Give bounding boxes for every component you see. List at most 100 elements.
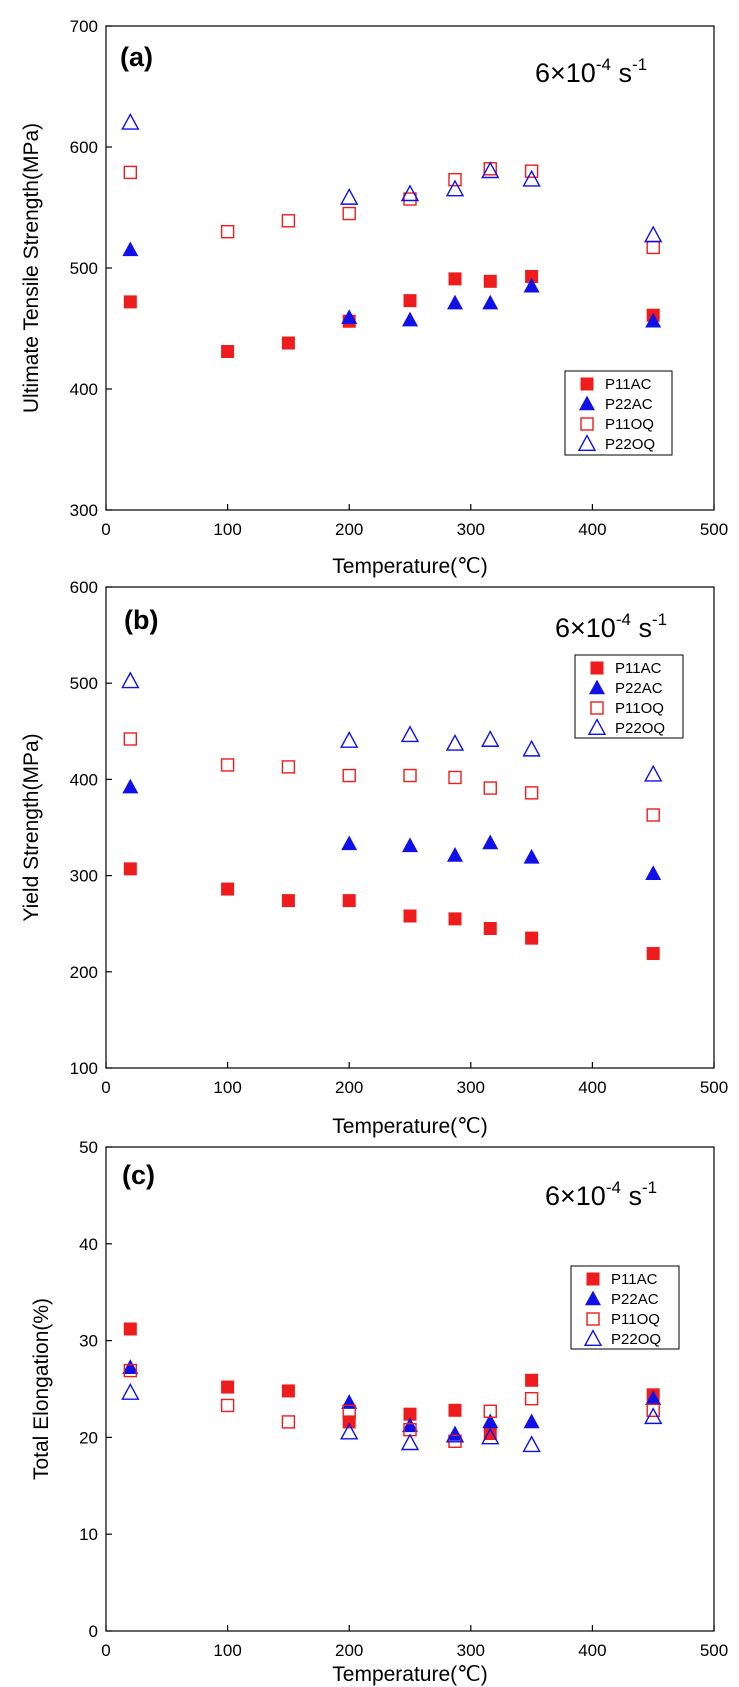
series-p11oq (123, 162, 660, 255)
data-point-p11oq (483, 162, 497, 176)
y-tick-label: 30 (79, 1332, 98, 1351)
x-tick-label: 200 (335, 1641, 363, 1660)
data-point-p22ac (645, 865, 662, 880)
data-point-p22oq (121, 112, 140, 130)
x-tick-label: 400 (578, 520, 606, 539)
strain-rate-unit-exponent: -1 (642, 1178, 657, 1197)
strain-rate-exponent: -4 (606, 1178, 621, 1197)
data-point-p22ac (482, 1413, 499, 1429)
data-point-p11ac (525, 931, 539, 945)
data-point-p22oq (340, 187, 359, 205)
data-point-p11ac (483, 922, 497, 936)
data-point-p11ac (525, 1373, 539, 1387)
x-axis-title: Temperature(℃) (332, 1115, 487, 1138)
strain-rate-label: 6×10-4 s-1 (535, 55, 647, 88)
data-point-p22ac (482, 834, 499, 850)
y-tick-label: 300 (70, 501, 98, 520)
data-point-p11oq (123, 732, 138, 746)
legend-label-p22ac: P22AC (615, 680, 663, 697)
legend-label-p11ac: P11AC (611, 1271, 658, 1288)
data-point-p22ac (341, 835, 358, 851)
strain-rate-label: 6×10-4 s-1 (545, 1178, 657, 1211)
data-point-p22ac (402, 311, 418, 327)
data-point-p11oq (524, 1391, 539, 1406)
y-tick-label: 50 (79, 1138, 98, 1157)
data-point-p22ac (446, 846, 463, 862)
x-tick-label: 300 (457, 1641, 485, 1660)
y-tick-label: 400 (70, 380, 98, 399)
strain-rate-exponent: -4 (596, 55, 611, 74)
data-point-p11ac (123, 862, 137, 876)
data-point-p11oq (220, 758, 235, 772)
data-point-p22oq (481, 161, 500, 179)
data-point-p11oq (403, 192, 417, 206)
data-point-p22ac (523, 1413, 540, 1429)
data-point-p11ac (221, 1380, 235, 1394)
data-point-p11ac (403, 1407, 417, 1421)
legend-marker-p22oq (583, 1329, 603, 1347)
x-tick-label: 100 (213, 520, 241, 539)
data-point-p22ac (402, 1417, 418, 1433)
data-point-p11ac (403, 294, 417, 308)
data-point-p22oq (644, 1407, 663, 1425)
y-tick-label: 100 (70, 1059, 98, 1078)
plot-frame (105, 1146, 715, 1632)
legend-marker-p22ac (579, 395, 595, 411)
data-point-p22ac (645, 312, 662, 328)
series-p22oq (121, 112, 663, 243)
data-point-p11ac (221, 344, 235, 358)
legend-label-p11oq: P11OQ (615, 700, 664, 717)
y-tick-label: 0 (89, 1622, 98, 1641)
data-point-p11ac (483, 1427, 497, 1441)
data-point-p22oq (644, 764, 663, 782)
x-axis-title: Temperature(℃) (332, 555, 487, 578)
data-point-p22ac (341, 309, 358, 324)
legend-label-p11oq: P11OQ (611, 1311, 660, 1328)
chart-panel-3: 0 100 200 300 400 500 0 10 20 30 40 50 Temperature(℃… (30, 1138, 728, 1686)
panel-label: (a) (120, 42, 153, 72)
strain-rate-unit-exponent: -1 (632, 55, 647, 74)
series-p22oq (121, 671, 663, 782)
data-point-p11oq (646, 1403, 660, 1417)
x-tick-label: 400 (578, 1078, 606, 1097)
data-point-p22oq (400, 184, 420, 202)
strain-rate-label: 6×10-4 s-1 (555, 610, 667, 643)
chart-panel-2: 0 100 200 300 400 500100200300400500600Temper… (20, 578, 728, 1138)
x-tick-label: 500 (700, 1641, 728, 1660)
data-point-p11ac (448, 1403, 462, 1417)
series-p22ac (122, 778, 662, 880)
data-point-p11ac (123, 295, 137, 309)
data-point-p11oq (403, 768, 417, 783)
data-point-p22oq (121, 1383, 140, 1400)
series-p11ac (123, 862, 660, 961)
data-point-p11oq (281, 214, 296, 228)
data-point-p22oq (522, 739, 541, 757)
x-tick-label: 0 (101, 1641, 110, 1660)
legend-marker-p11oq (586, 1312, 600, 1326)
data-point-p11oq (342, 206, 356, 221)
series-p22oq (121, 1383, 663, 1453)
data-point-p22oq (400, 725, 420, 743)
data-point-p22oq (400, 1433, 420, 1451)
y-tick-label: 500 (70, 674, 98, 693)
data-point-p22ac (122, 1359, 139, 1375)
data-point-p11oq (448, 172, 462, 187)
legend-marker-p11ac (586, 1272, 600, 1286)
data-point-p11ac (483, 274, 497, 288)
legend-marker-p22ac (589, 679, 605, 695)
legend-label-p22oq: P22OQ (605, 436, 655, 453)
data-point-p11oq (123, 1363, 138, 1378)
legend-marker-p22oq (577, 434, 597, 451)
data-point-p22ac (446, 1426, 463, 1441)
chart-panel-1: 0 100 200 300 400 500 300 400 500 600 700 Temperatu… (20, 17, 728, 578)
data-point-p11oq (342, 1404, 356, 1418)
data-point-p22ac (645, 1390, 662, 1405)
data-point-p11ac (403, 909, 417, 923)
x-tick-label: 300 (457, 1078, 485, 1097)
strain-rate-unit: s (631, 613, 652, 643)
series-p11ac (123, 1322, 660, 1441)
x-tick-label: 500 (700, 520, 728, 539)
y-tick-label: 20 (79, 1428, 98, 1447)
data-point-p11ac (646, 947, 660, 961)
